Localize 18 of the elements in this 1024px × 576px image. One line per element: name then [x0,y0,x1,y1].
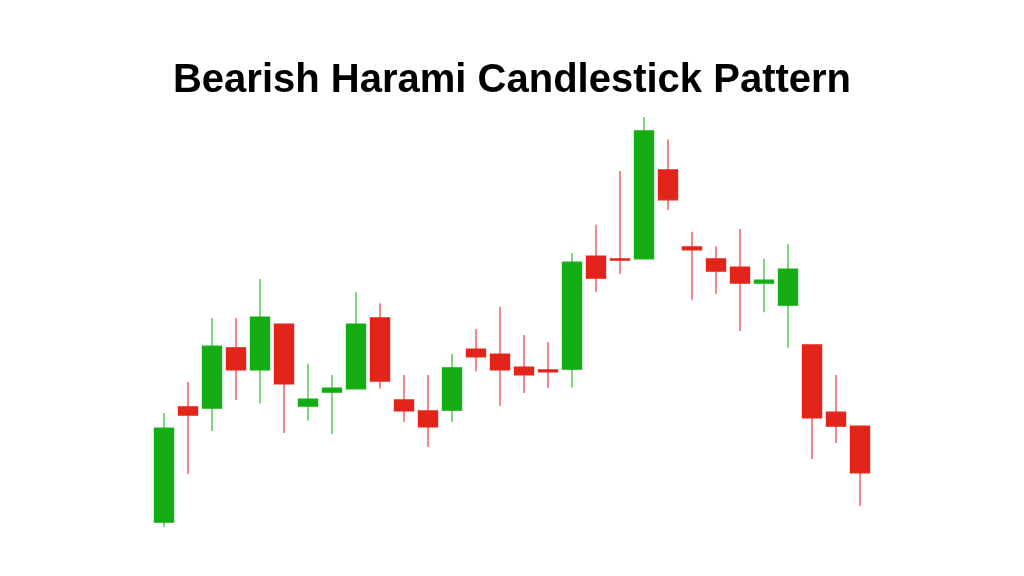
candlestick [297,363,319,422]
candlestick [465,328,487,372]
candlestick [489,306,511,407]
candlestick [321,374,343,435]
candlestick [825,374,847,444]
candlestick [609,170,631,275]
candlestick [729,228,751,332]
candlestick [585,224,607,293]
chart-title: Bearish Harami Candlestick Pattern [172,56,852,101]
candlestick [681,231,703,301]
candlestick [705,245,727,295]
candlestick [513,334,535,394]
candlestick [225,317,247,401]
candlestick [393,374,415,423]
candlestick [417,374,439,448]
candlestick [537,341,559,389]
candlestick [177,381,199,475]
candlestick [753,258,775,313]
